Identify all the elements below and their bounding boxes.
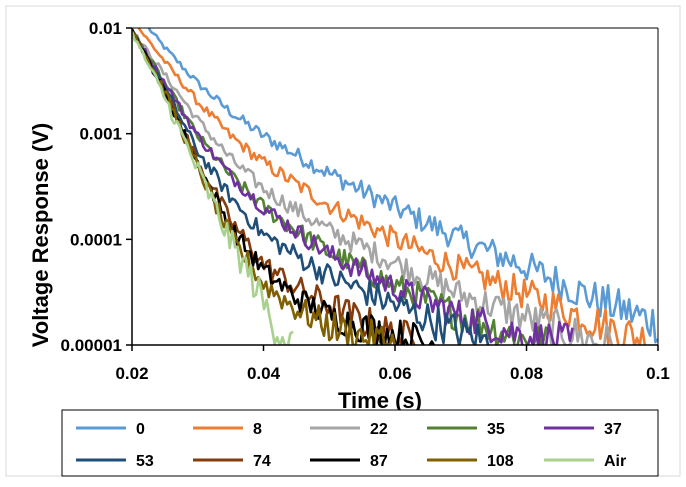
y-tick-label: 0.01 [89, 19, 122, 38]
x-tick-label: 0.02 [115, 364, 148, 383]
y-tick-label: 0.00001 [61, 336, 122, 355]
legend-label-8: 8 [253, 421, 262, 438]
y-axis-title: Voltage Response (V) [28, 123, 53, 348]
legend-label-22: 22 [370, 421, 388, 438]
y-tick-label: 0.0001 [70, 230, 122, 249]
x-tick-label: 0.06 [378, 364, 411, 383]
x-axis-title: Time (s) [338, 388, 422, 413]
legend-label-74: 74 [253, 453, 271, 470]
x-tick-label: 0.1 [646, 364, 670, 383]
plot-layer [132, 28, 658, 345]
series-line-22 [132, 31, 614, 345]
y-tick-label: 0.001 [79, 125, 122, 144]
series-line-Air [132, 31, 294, 345]
series-line-108 [132, 30, 397, 345]
legend: 0 8 22 35 37 53 74 87 108 Air [76, 421, 626, 470]
series-line-8 [137, 28, 658, 345]
series-line-53 [132, 28, 494, 345]
legend-label-37: 37 [604, 421, 622, 438]
legend-label-Air: Air [604, 453, 626, 470]
legend-label-108: 108 [487, 453, 514, 470]
x-tick-label: 0.04 [247, 364, 281, 383]
series-line-0 [147, 28, 658, 344]
chart-area-border [5, 5, 681, 477]
legend-label-53: 53 [136, 453, 154, 470]
axis-layer: 0.00001 0.0001 0.001 0.01 0.02 0.04 0.06 0.08 0.… [61, 19, 670, 383]
x-tick-label: 0.08 [510, 364, 543, 383]
legend-label-0: 0 [136, 421, 145, 438]
legend-label-87: 87 [370, 453, 388, 470]
series-line-37 [132, 29, 574, 345]
legend-box [61, 409, 659, 477]
legend-label-35: 35 [487, 421, 505, 438]
